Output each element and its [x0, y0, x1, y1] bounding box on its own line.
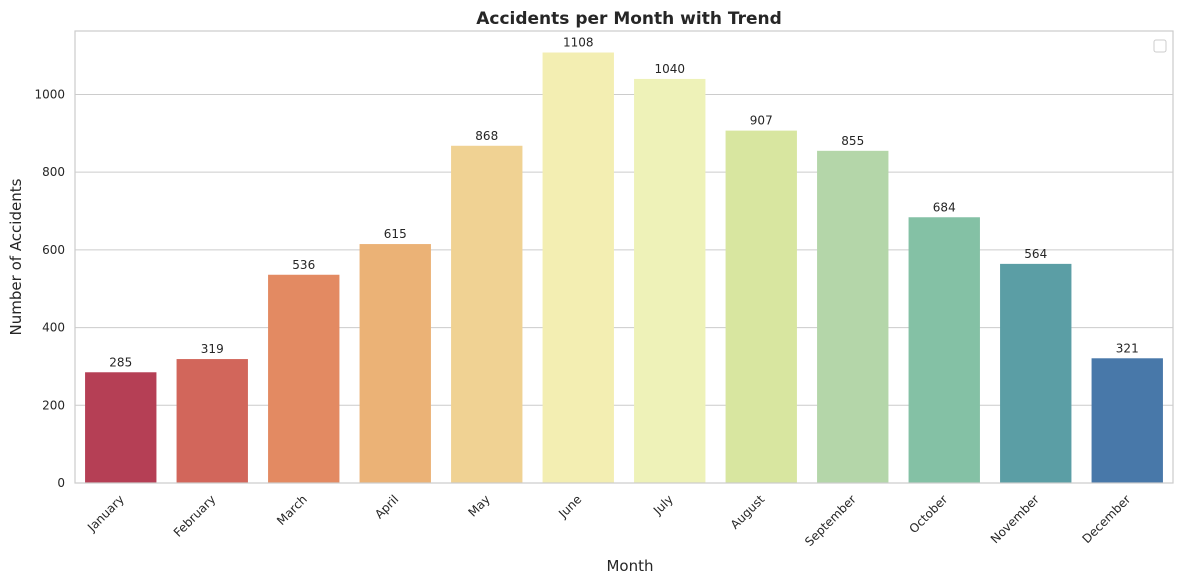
x-tick-label: July [650, 492, 676, 518]
data-label: 907 [750, 114, 773, 128]
bar-september [817, 150, 889, 483]
data-label: 285 [109, 355, 132, 369]
bar-may [451, 145, 523, 483]
data-label: 615 [384, 227, 407, 241]
x-tick-labels: January February March April May June July Augu… [84, 492, 1133, 549]
y-tick-label: 200 [42, 398, 65, 412]
y-tick-label: 1000 [34, 87, 65, 101]
y-axis-label: Number of Accidents [7, 178, 25, 335]
x-tick-label: August [728, 492, 768, 532]
data-label: 321 [1116, 341, 1139, 355]
bar-november [1000, 263, 1072, 483]
x-axis-label: Month [606, 557, 653, 575]
y-tick-label: 0 [57, 476, 65, 490]
x-tick-label: November [988, 492, 1042, 546]
x-tick-label: September [802, 492, 859, 549]
data-label: 868 [475, 129, 498, 143]
x-tick-label: May [465, 492, 492, 519]
bar-april [359, 244, 431, 483]
x-tick-label: June [555, 492, 584, 521]
bar-october [908, 217, 980, 484]
bar-august [725, 130, 797, 484]
bar-march [268, 274, 340, 483]
bar-july [634, 78, 706, 483]
chart-title: Accidents per Month with Trend [476, 9, 782, 29]
x-tick-label: January [84, 492, 127, 535]
y-tick-label: 800 [42, 165, 65, 179]
x-tick-label: December [1079, 492, 1133, 546]
data-label: 1040 [654, 62, 685, 76]
bar-january [85, 372, 157, 483]
data-label: 855 [841, 134, 864, 148]
y-tick-labels: 0 200 400 600 800 1000 [34, 87, 65, 490]
data-label: 564 [1024, 247, 1047, 261]
data-label: 536 [292, 258, 315, 272]
x-tick-label: October [907, 492, 951, 536]
y-tick-label: 400 [42, 321, 65, 335]
bars [85, 52, 1163, 484]
plot-frame [74, 30, 1174, 484]
bar-december [1091, 358, 1163, 483]
legend-box [1153, 39, 1167, 53]
x-tick-label: March [274, 492, 310, 528]
bar-june [542, 52, 614, 484]
data-label: 319 [201, 342, 224, 356]
y-tick-label: 600 [42, 243, 65, 257]
x-tick-label: April [372, 492, 401, 521]
data-label: 1108 [563, 36, 594, 50]
data-labels: 285 319 536 615 868 1108 1040 907 855 684 564 321 [109, 36, 1138, 370]
bar-february [176, 359, 248, 483]
x-tick-label: February [171, 492, 219, 540]
data-label: 684 [933, 200, 956, 214]
